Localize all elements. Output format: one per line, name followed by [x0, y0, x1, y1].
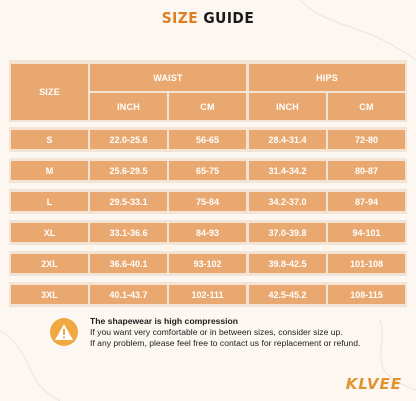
hips-cm-cell: 94-101: [328, 223, 405, 242]
hips-cm-cell: 80-87: [328, 161, 405, 180]
title-word-guide: GUIDE: [203, 9, 255, 27]
waist-inch-cell: 29.5-33.1: [90, 192, 167, 211]
waist-cm-cell: 56-65: [169, 130, 246, 149]
size-cell: L: [11, 192, 88, 211]
hips-inch-cell: 37.0-39.8: [249, 223, 326, 242]
hips-column-header: HIPS: [249, 64, 405, 91]
waist-cm-cell: 75-84: [169, 192, 246, 211]
size-cell: 3XL: [11, 285, 88, 304]
size-cell: M: [11, 161, 88, 180]
hips-inch-cell: 39.8-42.5: [249, 254, 326, 273]
waist-inch-cell: 22.0-25.6: [90, 130, 167, 149]
waist-inch-cell: 36.6-40.1: [90, 254, 167, 273]
size-table: SIZE WAIST HIPS INCH CM INCH CM S 22.0-2…: [9, 60, 407, 310]
waist-cm-cell: 84-93: [169, 223, 246, 242]
hips-cm-cell: 108-115: [328, 285, 405, 304]
hips-cm-cell: 72-80: [328, 130, 405, 149]
hips-inch-header: INCH: [249, 93, 326, 120]
waist-cm-cell: 93-102: [169, 254, 246, 273]
hips-inch-cell: 31.4-34.2: [249, 161, 326, 180]
note-heading: The shapewear is high compression: [90, 316, 239, 326]
hips-cm-cell: 101-108: [328, 254, 405, 273]
note-line-2: If any problem, please feel free to cont…: [90, 338, 361, 348]
title-word-size: SIZE: [161, 9, 199, 27]
hips-cm-header: CM: [328, 93, 405, 120]
waist-inch-cell: 25.6-29.5: [90, 161, 167, 180]
size-cell: XL: [11, 223, 88, 242]
size-cell: S: [11, 130, 88, 149]
size-cell: 2XL: [11, 254, 88, 273]
page-title: SIZE GUIDE: [17, 9, 400, 27]
hips-inch-cell: 34.2-37.0: [249, 192, 326, 211]
size-column-header: SIZE: [11, 64, 88, 120]
waist-column-header: WAIST: [90, 64, 246, 91]
note-line-1: If you want very comfortable or in betwe…: [90, 327, 343, 337]
waist-inch-cell: 33.1-36.6: [90, 223, 167, 242]
brand-logo: KLVEE: [345, 375, 402, 393]
waist-inch-cell: 40.1-43.7: [90, 285, 167, 304]
warning-icon: [50, 318, 78, 346]
hips-inch-cell: 42.5-45.2: [249, 285, 326, 304]
waist-inch-header: INCH: [90, 93, 167, 120]
waist-cm-header: CM: [169, 93, 246, 120]
compression-note: The shapewear is high compression If you…: [45, 314, 375, 352]
hips-inch-cell: 28.4-31.4: [249, 130, 326, 149]
hips-cm-cell: 87-94: [328, 192, 405, 211]
waist-cm-cell: 102-111: [169, 285, 246, 304]
waist-cm-cell: 65-75: [169, 161, 246, 180]
